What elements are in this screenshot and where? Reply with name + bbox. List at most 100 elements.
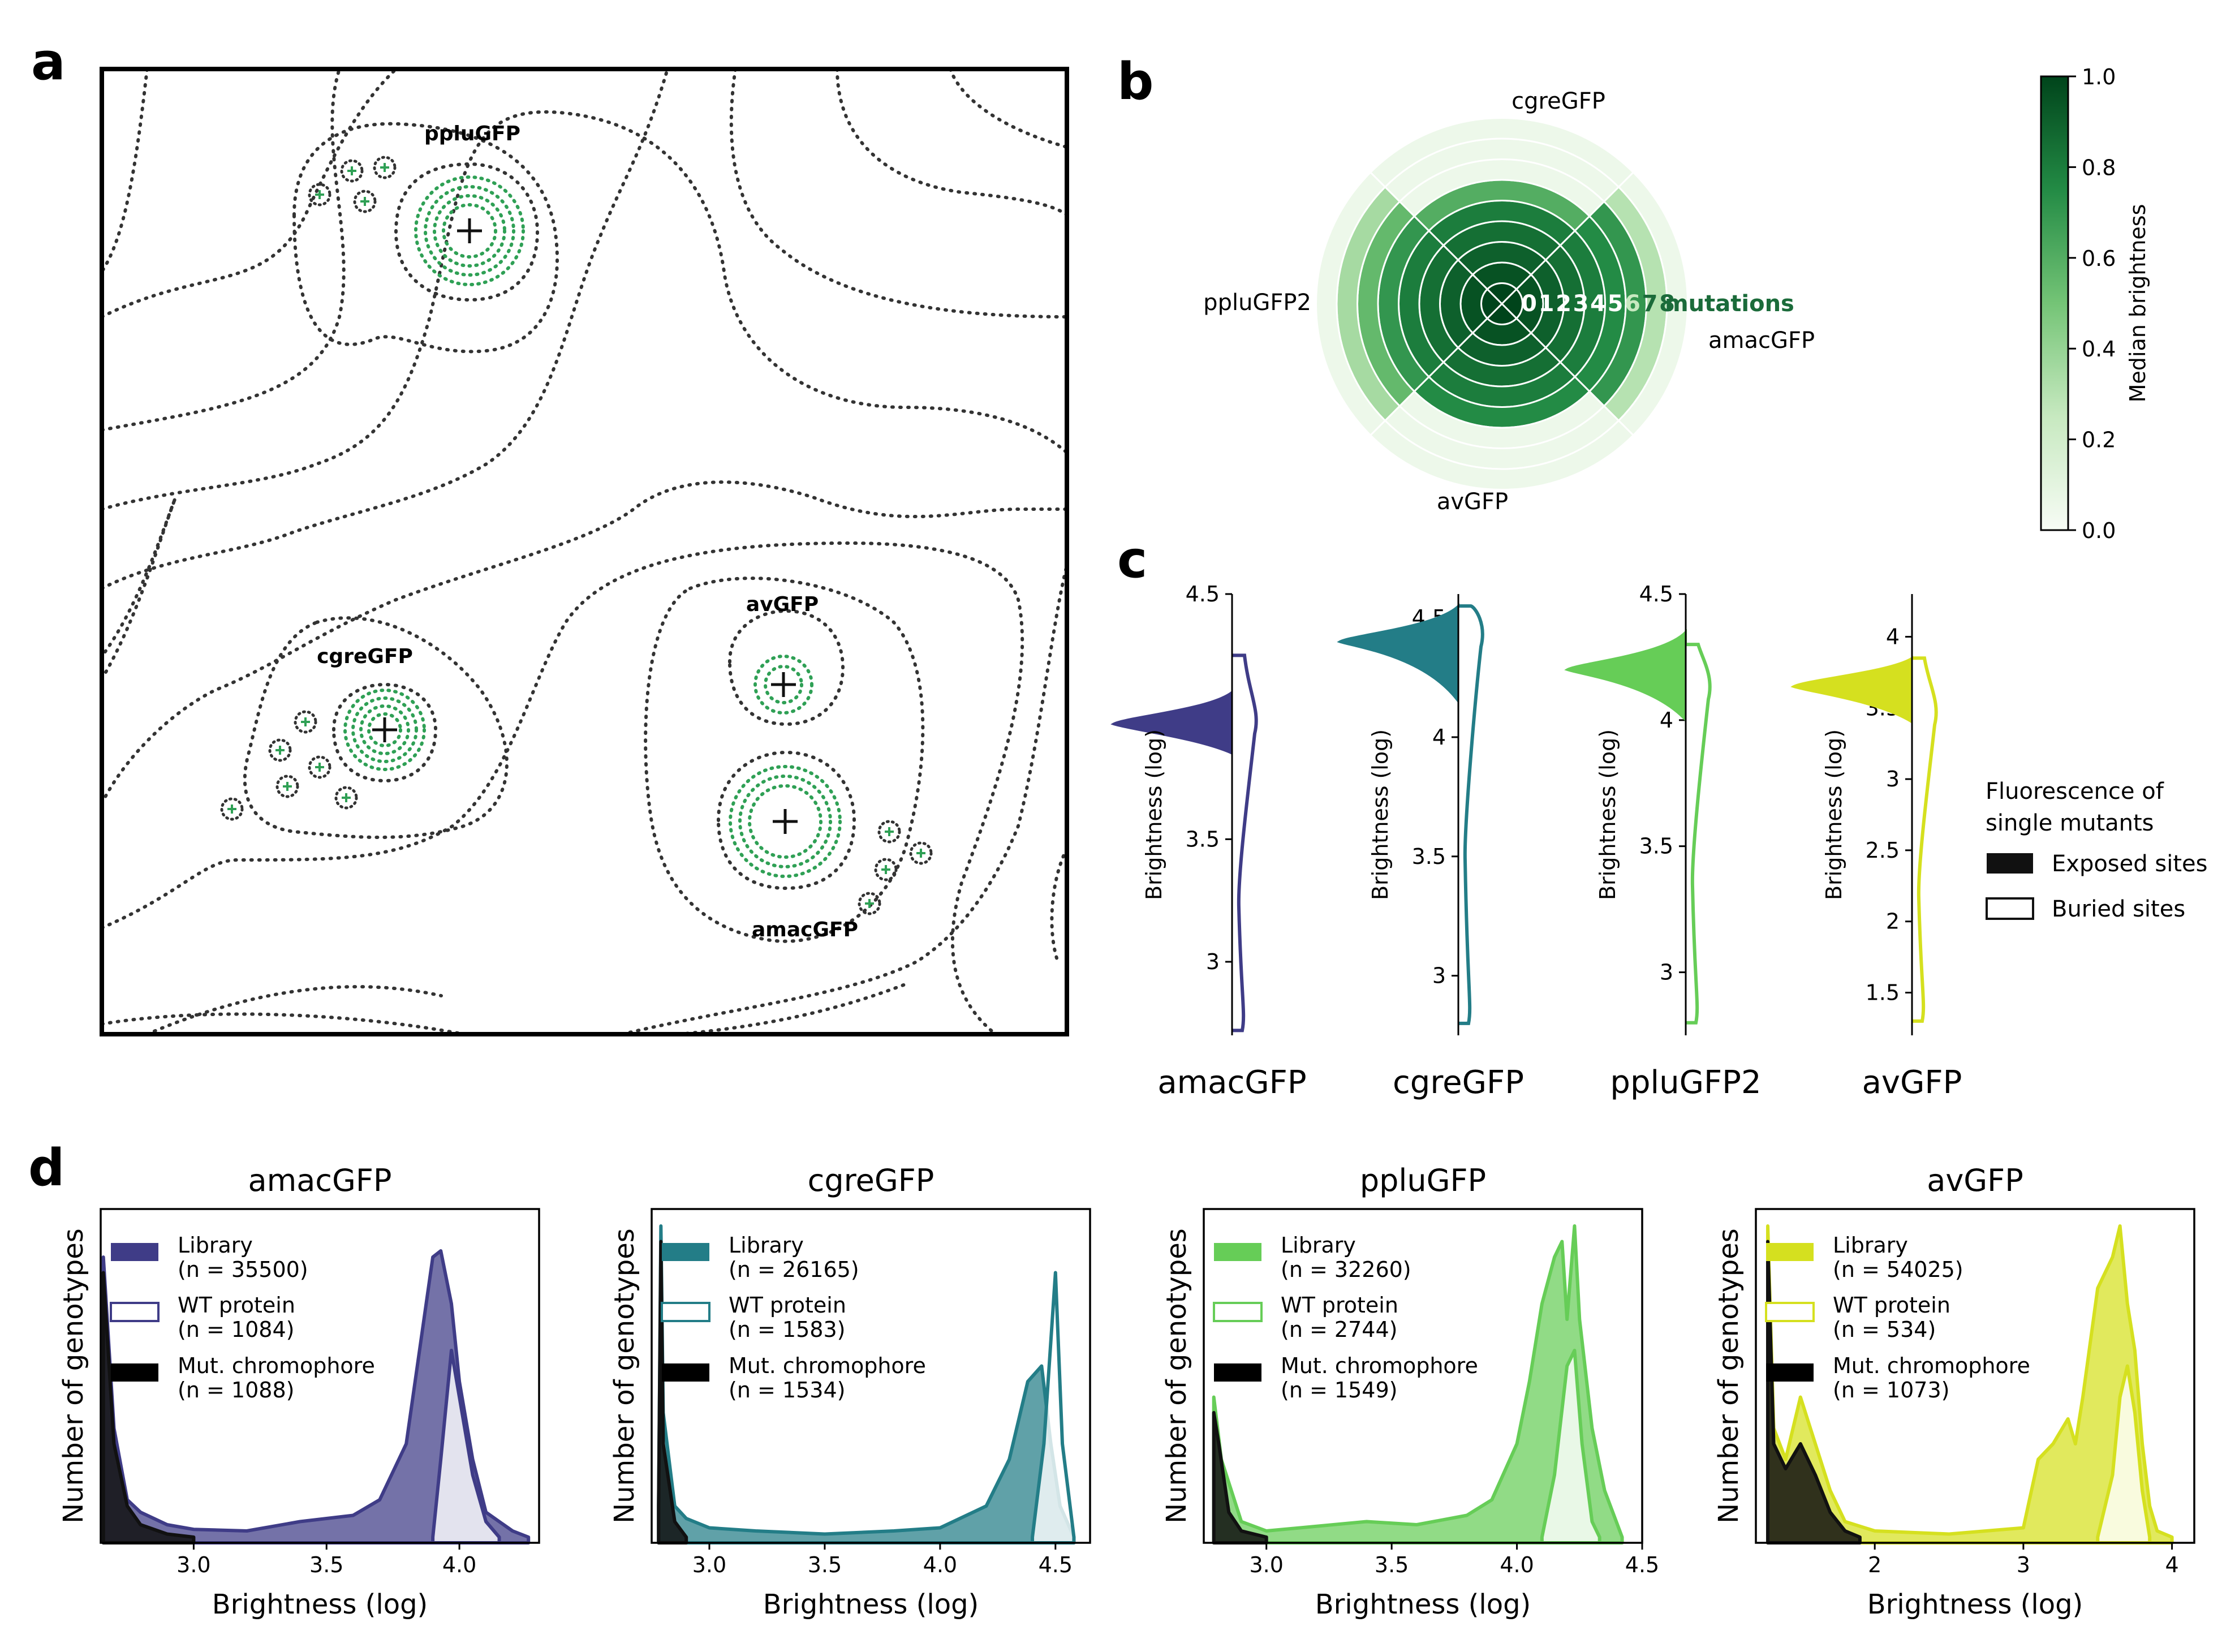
violin-tick-label-avGFP-1: 2 (1886, 909, 1900, 934)
legend-wt-swatch-ppluGFP (1213, 1302, 1263, 1322)
radial-label-suffix: mutations (1665, 291, 1794, 317)
violin-ppluGFP2: 3 3.5 4 4.5 Brightness (log) ppluGFP2 (1564, 582, 1762, 1101)
panel-letter-d: d (28, 1138, 64, 1198)
dist-chart-amacGFP: 3.0 3.5 4.0 amacGFP Brightness (log) Number o… (58, 1163, 540, 1620)
violin-ylabel-cgreGFP: Brightness (log) (1368, 729, 1393, 900)
colorbar-tick-label-1: 0.2 (2082, 428, 2116, 453)
dist-frame-ppluGFP (1203, 1208, 1643, 1544)
panel-d-distributions: 3.0 3.5 4.0 amacGFP Brightness (log) Number o… (58, 1163, 2195, 1620)
legend-text-cgreGFP-1: (n = 26165) (729, 1257, 859, 1282)
legend-text-ppluGFP-4: Mut. chromophore (1281, 1353, 1478, 1378)
radial-label-6: 6 (1625, 291, 1640, 317)
legend-text-cgreGFP-2: WT protein (729, 1293, 846, 1318)
legend-text-ppluGFP-5: (n = 1549) (1281, 1378, 1397, 1403)
dist-ylabel-avGFP: Number of genotypes (1713, 1228, 1745, 1524)
dist-xlabel-avGFP: Brightness (log) (1867, 1589, 2083, 1620)
legend-library-swatch-cgreGFP (662, 1243, 709, 1261)
legend-text-ppluGFP-0: Library (1281, 1233, 1356, 1258)
legend-mut-swatch-ppluGFP (1214, 1363, 1261, 1382)
colorbar-ticks: 0.0 0.2 0.4 0.6 0.8 1.0 (2068, 64, 2116, 543)
legend-text-amacGFP-3: (n = 1084) (178, 1317, 294, 1342)
dist-xlabel-cgreGFP: Brightness (log) (763, 1589, 979, 1620)
dist-ylabel-ppluGFP: Number of genotypes (1161, 1228, 1192, 1524)
legend-text-amacGFP-1: (n = 35500) (178, 1257, 308, 1282)
dist-title-avGFP: avGFP (1927, 1163, 2023, 1198)
dist-tick-label-avGFP-1: 3 (2017, 1552, 2030, 1577)
violin-exposed-amacGFP (1110, 690, 1233, 755)
library-area-amacGFP (101, 1249, 531, 1545)
legend-text-amacGFP-4: Mut. chromophore (178, 1353, 375, 1378)
violin-tick-label-cgreGFP-2: 4 (1432, 725, 1446, 750)
wt-area-ppluGFP (1540, 1349, 1601, 1545)
panel-a-frame (100, 67, 1069, 1036)
violin-tick-label-amacGFP-3: 4.5 (1186, 582, 1220, 606)
dist-title-cgreGFP: cgreGFP (808, 1163, 935, 1198)
violin-ylabel-ppluGFP2: Brightness (log) (1595, 729, 1620, 900)
dist-xlabel-ppluGFP: Brightness (log) (1315, 1589, 1531, 1620)
colorbar-tick-label-3: 0.6 (2082, 246, 2116, 271)
violin-tick-label-ppluGFP2-3: 4.5 (1639, 582, 1673, 606)
violin-tick-label-avGFP-2: 2.5 (1866, 838, 1900, 863)
peak-green-rings (343, 175, 842, 878)
panel-a-landscape: ppluGFP cgreGFP avGFP amacGFP (100, 67, 1069, 1036)
radial-label-8: 8 (1659, 291, 1675, 317)
dist-tick-label-amacGFP-2: 4.0 (442, 1552, 476, 1577)
legend-text-amacGFP-0: Library (178, 1233, 253, 1258)
violin-name-ppluGFP2: ppluGFP2 (1610, 1064, 1761, 1101)
colorbar-tick-label-4: 0.8 (2082, 155, 2116, 180)
legend-swatch-exposed (1987, 853, 2033, 874)
violin-exposed-avGFP (1790, 656, 1913, 725)
legend-mut-swatch-avGFP (1766, 1363, 1814, 1382)
violin-tick-label-ppluGFP2-2: 4 (1660, 708, 1673, 733)
panel-letter-b: b (1117, 52, 1153, 111)
violin-ylabel-avGFP: Brightness (log) (1821, 729, 1846, 900)
dist-tick-label-ppluGFP-3: 4.5 (1625, 1552, 1659, 1577)
legend-text-avGFP-2: WT protein (1833, 1293, 1950, 1318)
dist-tick-label-ppluGFP-1: 3.5 (1375, 1552, 1409, 1577)
dist-ylabel-amacGFP: Number of genotypes (58, 1228, 89, 1524)
peak-markers (372, 218, 798, 834)
violin-tick-label-cgreGFP-1: 3.5 (1412, 844, 1446, 869)
radial-label-1: 1 (1539, 291, 1554, 317)
violin-name-cgreGFP: cgreGFP (1393, 1064, 1524, 1101)
dist-xlabel-amacGFP: Brightness (log) (212, 1589, 428, 1620)
library-area-avGFP (1766, 1224, 2174, 1545)
violin-name-avGFP: avGFP (1862, 1064, 1962, 1101)
dist-tick-label-amacGFP-1: 3.5 (309, 1552, 343, 1577)
wt-area-avGFP (2096, 1364, 2152, 1545)
legend-text-avGFP-5: (n = 1073) (1833, 1378, 1949, 1403)
dist-chart-ppluGFP: 3.0 3.5 4.0 4.5 ppluGFP Brightness (log) Numbe… (1161, 1163, 1659, 1620)
legend-text-avGFP-1: (n = 54025) (1833, 1257, 1963, 1282)
dist-tick-label-ppluGFP-0: 3.0 (1249, 1552, 1283, 1577)
violin-tick-label-cgreGFP-0: 3 (1432, 963, 1446, 988)
legend-swatch-buried (1986, 897, 2034, 920)
dist-tick-label-ppluGFP-2: 4.0 (1500, 1552, 1534, 1577)
library-area-cgreGFP (657, 1224, 1076, 1545)
legend-mut-swatch-amacGFP (111, 1363, 158, 1382)
dist-tick-label-cgreGFP-3: 4.5 (1039, 1552, 1073, 1577)
legend-mut-swatch-cgreGFP (662, 1363, 709, 1382)
dist-tick-label-cgreGFP-0: 3.0 (692, 1552, 726, 1577)
violin-buried-avGFP (1912, 656, 1938, 1023)
dist-chart-cgreGFP: 3.0 3.5 4.0 4.5 cgreGFP Brightness (log) Numbe… (609, 1163, 1091, 1620)
colorbar-tick-label-5: 1.0 (2082, 64, 2116, 89)
dist-ylabel-cgreGFP: Number of genotypes (609, 1228, 640, 1524)
legend-wt-swatch-amacGFP (110, 1302, 160, 1322)
legend-text-cgreGFP-3: (n = 1583) (729, 1317, 845, 1342)
legend-label-buried: Buried sites (2052, 896, 2185, 922)
wt-area-amacGFP (431, 1349, 501, 1545)
radial-label-4: 4 (1590, 291, 1606, 317)
legend-label-exposed: Exposed sites (2052, 851, 2207, 877)
radial-label-7: 7 (1642, 291, 1658, 317)
violin-buried-cgreGFP (1458, 604, 1484, 1025)
violin-ylabel-amacGFP: Brightness (log) (1142, 729, 1166, 900)
legend-text-avGFP-0: Library (1833, 1233, 1908, 1258)
legend-text-cgreGFP-4: Mut. chromophore (729, 1353, 926, 1378)
legend-text-cgreGFP-5: (n = 1534) (729, 1378, 845, 1403)
legend-library-swatch-avGFP (1766, 1243, 1814, 1261)
